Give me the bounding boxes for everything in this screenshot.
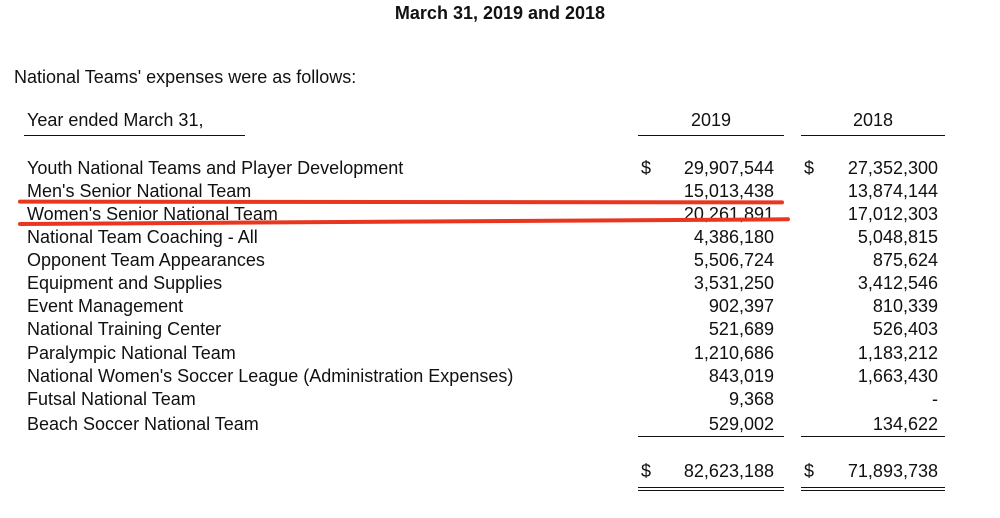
expense-row: Paralympic National Team 1,210,686 1,183… (0, 342, 1000, 365)
total-row: $ 82,623,188 $ 71,893,738 (0, 460, 1000, 483)
value-2018: 526,403 (872, 319, 938, 339)
value-2019: 521,689 (708, 319, 774, 339)
expense-label: Equipment and Supplies (27, 273, 223, 293)
expense-row: National Women's Soccer League (Administ… (0, 365, 1000, 388)
value-2019: 843,019 (708, 366, 774, 386)
expense-label: Paralympic National Team (27, 343, 236, 363)
expense-row: Futsal National Team 9,368 - (0, 388, 1000, 411)
double-underline-2018 (801, 490, 945, 491)
currency-symbol: $ (804, 461, 815, 481)
column-underline-2019 (638, 135, 784, 136)
column-header-2018: 2018 (852, 110, 894, 130)
value-2019: 1,210,686 (693, 343, 774, 363)
expense-label: Opponent Team Appearances (27, 250, 265, 270)
value-2019: 529,002 (708, 414, 774, 434)
value-2019: 902,397 (708, 296, 774, 316)
currency-symbol: $ (641, 158, 652, 178)
expense-label: National Team Coaching - All (27, 227, 258, 247)
value-2019: 9,368 (728, 389, 774, 409)
value-2018: 3,412,546 (857, 273, 938, 293)
expense-label: Futsal National Team (27, 389, 196, 409)
value-2018: - (932, 389, 938, 409)
expense-row: Equipment and Supplies 3,531,250 3,412,5… (0, 272, 1000, 295)
expense-row: National Team Coaching - All 4,386,180 5… (0, 226, 1000, 249)
statement-title: March 31, 2019 and 2018 (394, 3, 606, 23)
year-header: Year ended March 31, (27, 110, 204, 130)
value-2018: 27,352,300 (847, 158, 938, 178)
value-2019: 29,907,544 (683, 158, 774, 178)
subtotal-rule-2019 (638, 436, 784, 437)
value-2018: 13,874,144 (847, 181, 938, 201)
expense-label: Youth National Teams and Player Developm… (27, 158, 404, 178)
intro-text: National Teams' expenses were as follows… (14, 67, 357, 87)
currency-symbol: $ (804, 158, 815, 178)
currency-symbol: $ (641, 461, 652, 481)
year-header-underline (24, 135, 245, 136)
value-2019: 20,261,891 (683, 204, 774, 224)
double-underline-2019 (638, 487, 784, 488)
column-underline-2018 (801, 135, 945, 136)
double-underline-2018 (801, 487, 945, 488)
value-2019: 4,386,180 (693, 227, 774, 247)
expense-label: Women's Senior National Team (27, 204, 278, 224)
expense-row: Opponent Team Appearances 5,506,724 875,… (0, 249, 1000, 272)
expense-label: Beach Soccer National Team (27, 414, 259, 434)
double-underline-2019 (638, 490, 784, 491)
expense-label: National Training Center (27, 319, 222, 339)
value-2019: 5,506,724 (693, 250, 774, 270)
column-header-2019: 2019 (690, 110, 732, 130)
value-2018: 17,012,303 (847, 204, 938, 224)
expense-row: Men's Senior National Team 15,013,438 13… (0, 180, 1000, 203)
value-2019: 15,013,438 (683, 181, 774, 201)
expense-label: Event Management (27, 296, 184, 316)
expense-label: Men's Senior National Team (27, 181, 252, 201)
expense-row: National Training Center 521,689 526,403 (0, 318, 1000, 341)
expense-row: Women's Senior National Team 20,261,891 … (0, 203, 1000, 226)
expense-row: Beach Soccer National Team 529,002 134,6… (0, 413, 1000, 436)
total-2019: 82,623,188 (683, 461, 774, 481)
value-2018: 1,663,430 (857, 366, 938, 386)
value-2018: 810,339 (872, 296, 938, 316)
expense-row: Event Management 902,397 810,339 (0, 295, 1000, 318)
value-2018: 1,183,212 (857, 343, 938, 363)
expense-label: National Women's Soccer League (Administ… (27, 366, 514, 386)
expense-row: Youth National Teams and Player Developm… (0, 157, 1000, 180)
subtotal-rule-2018 (801, 436, 945, 437)
value-2018: 5,048,815 (857, 227, 938, 247)
value-2018: 875,624 (872, 250, 938, 270)
value-2018: 134,622 (872, 414, 938, 434)
highlight-stroke-mens (17, 199, 785, 205)
value-2019: 3,531,250 (693, 273, 774, 293)
total-2018: 71,893,738 (847, 461, 938, 481)
